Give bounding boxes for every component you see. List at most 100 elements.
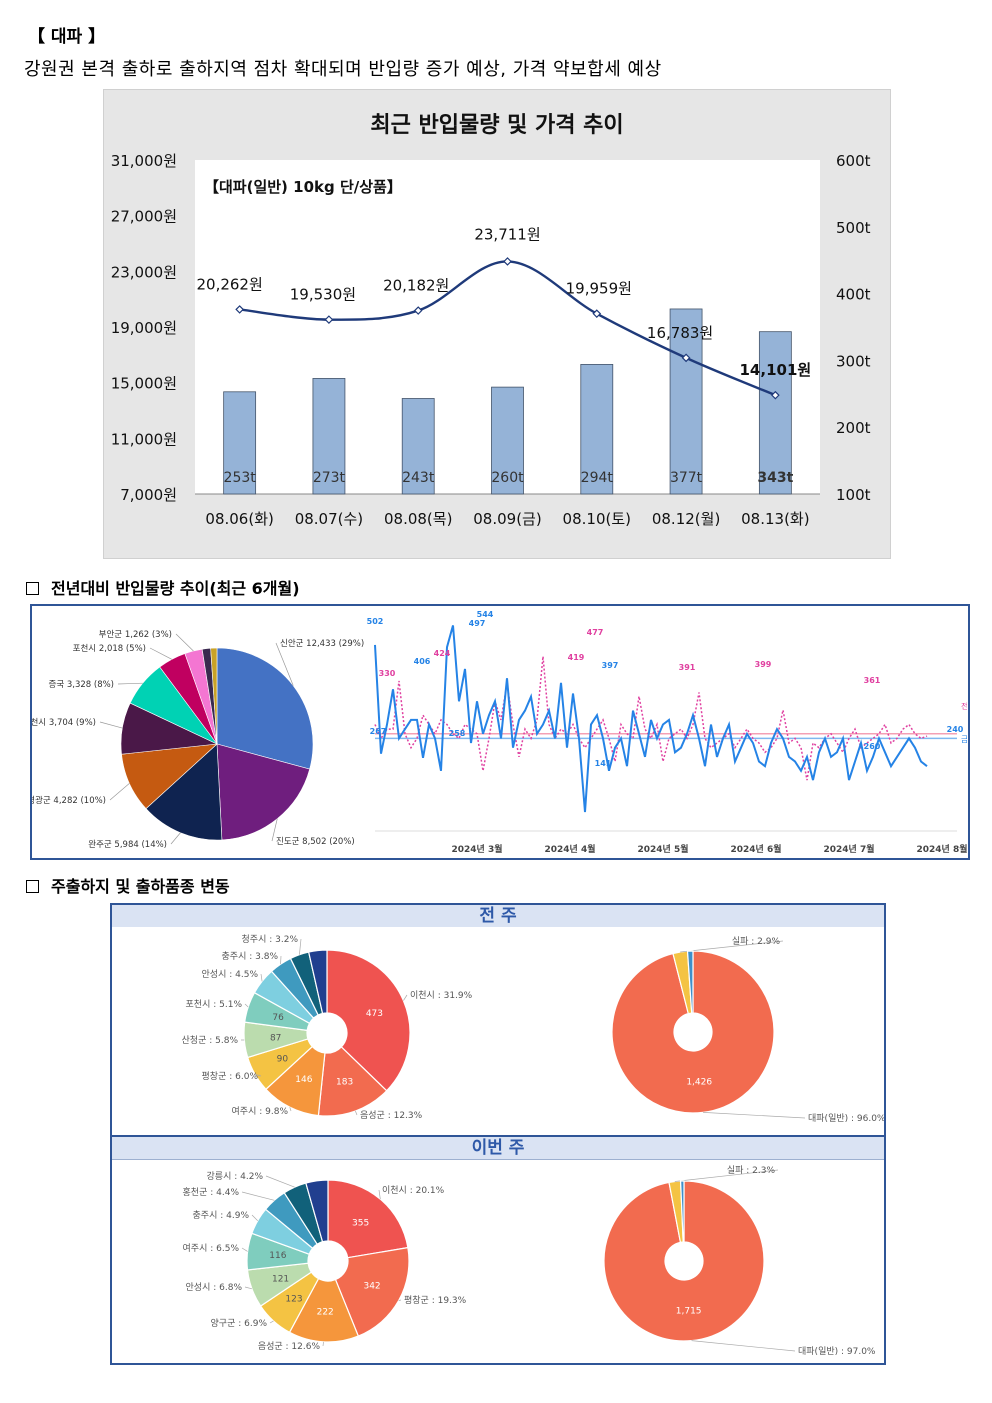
this-week-region-donut: 355 이천시 : 20.1% 342 평창군 : 19.3% 222 음성군 : 12.… xyxy=(183,1171,467,1352)
section-trend-label: 전년대비 반입물량 추이(최근 6개월) xyxy=(51,579,300,598)
y-left-tick: 7,000원 xyxy=(120,486,177,504)
price-point xyxy=(413,306,423,315)
region-pie-slice xyxy=(216,647,314,770)
section-origin-label: 주출하지 및 출하품종 변동 xyxy=(51,877,230,896)
donut-leader xyxy=(289,1107,292,1112)
donut-value: 116 xyxy=(269,1251,286,1261)
region-pie-leader xyxy=(117,682,143,685)
donut-leader xyxy=(398,1299,402,1301)
donut-leader xyxy=(322,1341,324,1347)
last-week-region-donut: 473 이천시 : 31.9% 183 음성군 : 12.3% 146 여주시 : 9.8… xyxy=(182,934,473,1121)
donut-value: 123 xyxy=(285,1294,302,1304)
y-right-tick: 600t xyxy=(836,152,871,170)
donut-slice xyxy=(327,1179,409,1259)
bar-label: 253t xyxy=(224,470,257,486)
region-pie-leader xyxy=(109,783,130,801)
x-tick-label: 08.12(월) xyxy=(652,510,720,528)
donut-label: 강릉시 : 4.2% xyxy=(207,1171,264,1182)
price-label: 19,530원 xyxy=(290,286,356,304)
x-tick-label: 08.07(수) xyxy=(295,510,363,528)
trend-x-tick: 2024년 6월 xyxy=(730,843,781,855)
donut-slice xyxy=(686,950,694,1014)
region-pie-leader xyxy=(170,832,181,845)
donut-slice xyxy=(611,950,775,1114)
trend-series-curr xyxy=(374,625,928,813)
donut-label: 실파 : 2.9% xyxy=(732,936,781,947)
price-label: 20,262원 xyxy=(196,275,262,293)
donut-slice xyxy=(334,1246,410,1337)
donut-leader xyxy=(355,1110,358,1116)
region-pie-label: 완주군 5,984 (14%) xyxy=(88,840,167,850)
region-pie-leader xyxy=(275,642,294,686)
x-tick-label: 08.13(화) xyxy=(741,510,809,528)
region-pie-slice xyxy=(145,743,223,841)
donut-leader xyxy=(244,1003,249,1008)
y-left-tick: 23,000원 xyxy=(111,263,177,281)
donut-slice xyxy=(305,1179,329,1243)
donut-slice xyxy=(307,949,328,1015)
y-right-tick: 200t xyxy=(836,419,871,437)
donut-label: 안성시 : 4.5% xyxy=(202,969,259,980)
donut-value: 1,426 xyxy=(686,1078,712,1088)
trend-point-label: 477 xyxy=(587,628,604,637)
y-right-tick: 500t xyxy=(836,219,871,237)
last-week-variety-donut: 1,426 대파(일반) : 96.0% 실파 : 2.9% xyxy=(611,936,884,1124)
trend-point-label: 424 xyxy=(434,649,451,658)
bar xyxy=(401,398,435,495)
donut-leader xyxy=(260,973,263,982)
trend-point-label: 330 xyxy=(379,669,396,678)
bar-label: 273t xyxy=(313,470,346,486)
donut-value: 473 xyxy=(366,1009,383,1019)
bar-label: 243t xyxy=(402,470,435,486)
donut-leader xyxy=(265,1175,295,1188)
main-chart-frame: 최근 반입물량 및 가격 추이 【대파(일반) 10kg 단/상품】 7,000원 1… xyxy=(103,89,891,559)
y-left-tick: 15,000원 xyxy=(111,375,177,393)
region-pie-label: 신안군 12,433 (29%) xyxy=(280,638,364,649)
donut-slice xyxy=(603,1180,765,1342)
section-title-daepa: 【 대파 】 xyxy=(28,27,106,47)
trend-x-tick: 2024년 7월 xyxy=(823,843,874,855)
bar-label: 377t xyxy=(670,470,703,486)
donut-leader xyxy=(244,1286,253,1290)
donut-value: 222 xyxy=(317,1307,334,1317)
panel-title-last-week: 전 주 xyxy=(112,905,884,927)
trend-x-tick: 2024년 4월 xyxy=(544,843,595,855)
y-left-tick: 19,000원 xyxy=(111,319,177,337)
trend-point-label: 544 xyxy=(477,610,494,619)
region-pie-slice xyxy=(210,647,218,745)
donut-label: 충주시 : 4.9% xyxy=(193,1210,250,1221)
region-pie-leader xyxy=(271,818,278,842)
bar xyxy=(223,391,257,495)
donut-leader xyxy=(241,1247,248,1252)
price-label: 20,182원 xyxy=(383,277,449,295)
this-week-variety-donut: 1,715 대파(일반) : 97.0% 실파 : 2.3% xyxy=(603,1165,876,1357)
donut-slice xyxy=(288,1277,360,1343)
donut-value: 87 xyxy=(270,1033,281,1043)
donut-label: 이천시 : 20.1% xyxy=(382,1185,445,1196)
x-tick-label: 08.10(토) xyxy=(563,510,631,528)
price-point xyxy=(771,390,780,400)
trend-point-label: 497 xyxy=(469,619,486,628)
donut-leader xyxy=(269,1320,274,1324)
y-left-tick: 31,000원 xyxy=(111,152,177,170)
x-tick-label: 08.09(금) xyxy=(473,510,541,528)
bar xyxy=(758,331,792,495)
region-pie-label: 영광군 4,282 (10%) xyxy=(32,795,106,806)
donut-label: 안성시 : 6.8% xyxy=(186,1282,243,1293)
price-point xyxy=(503,257,512,266)
donut-leader xyxy=(299,938,302,955)
chart-title: 최근 반입물량 및 가격 추이 xyxy=(370,113,623,138)
trend-point-label: 397 xyxy=(602,661,619,670)
price-label: 19,959원 xyxy=(566,280,632,298)
trend-point-label: 391 xyxy=(679,663,696,672)
donut-label: 포천시 : 5.1% xyxy=(186,999,243,1010)
donut-label: 산청군 : 5.8% xyxy=(182,1035,239,1046)
donut-leader xyxy=(378,1189,381,1200)
donut-leader xyxy=(251,1214,258,1221)
y-right-tick: 300t xyxy=(836,352,871,370)
trend-point-label: 399 xyxy=(755,660,772,669)
trend-point-label: 240 xyxy=(947,725,964,734)
trend-point-label: 260 xyxy=(864,742,881,751)
region-pie-leader xyxy=(149,647,172,660)
donut-value: 355 xyxy=(352,1218,369,1228)
